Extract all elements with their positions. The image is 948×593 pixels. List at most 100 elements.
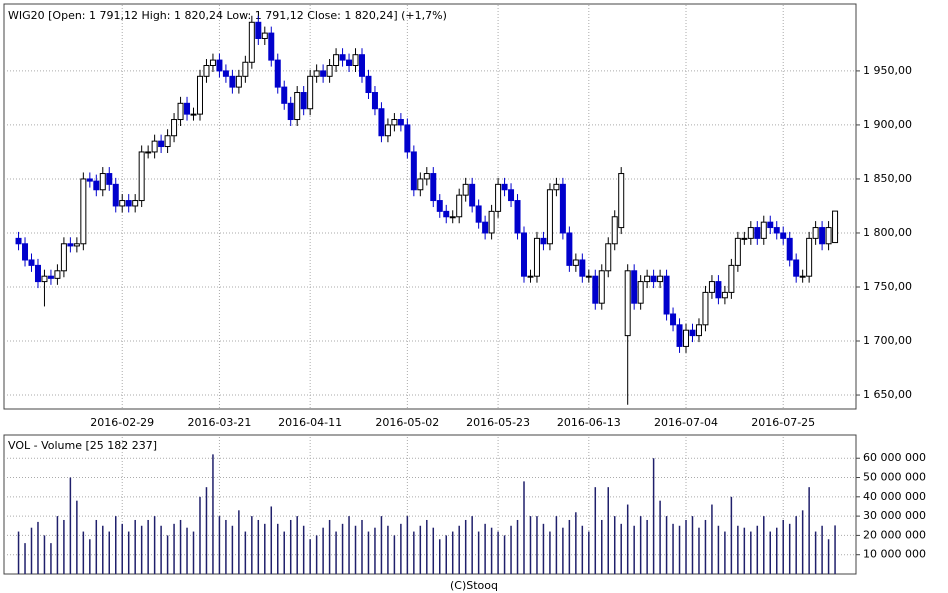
x-tick-label: 2016-02-29 (90, 416, 154, 429)
candle-body (670, 313, 677, 326)
candle-body (365, 75, 372, 94)
candle-body (825, 227, 832, 245)
candle-body (553, 183, 560, 191)
candle-body (721, 291, 728, 299)
candle-body (171, 119, 178, 137)
candle-body (689, 329, 696, 337)
candle-body (28, 259, 35, 266)
candle-body (333, 54, 340, 67)
candle-body (222, 70, 229, 77)
candle-body (138, 151, 145, 202)
candle-body (73, 243, 80, 247)
candle-body (521, 232, 528, 277)
candle-body (780, 232, 787, 239)
candle-body (644, 275, 651, 283)
candle-body (248, 21, 255, 63)
candle-body (164, 135, 171, 148)
candle-body (242, 61, 249, 77)
y-tick-label: 10 000 000 (863, 548, 926, 561)
candle-body (533, 237, 540, 277)
candle-body (832, 210, 839, 244)
candle-body (339, 54, 346, 61)
candle-body (508, 189, 515, 202)
candle-body (15, 237, 22, 245)
candle-body (132, 200, 139, 207)
candle-body (326, 65, 333, 77)
candle-body (423, 173, 430, 180)
candle-body (695, 324, 702, 337)
x-tick-label: 2016-07-04 (654, 416, 718, 429)
candle-body (747, 227, 754, 239)
candle-body (320, 70, 327, 77)
candle-body (384, 124, 391, 137)
candle-body (456, 194, 463, 218)
candle-body (715, 281, 722, 299)
candle-body (760, 221, 767, 239)
x-tick-label: 2016-05-02 (375, 416, 439, 429)
x-tick-label: 2016-05-23 (466, 416, 530, 429)
candle-body (54, 270, 61, 279)
candle-body (572, 259, 579, 266)
candle-body (417, 178, 424, 191)
candle-body (566, 232, 573, 266)
candle-body (209, 59, 216, 67)
candle-body (307, 75, 314, 110)
candle-body (819, 227, 826, 245)
candle-body (488, 210, 495, 234)
y-tick-label: 1 700,00 (863, 334, 912, 347)
candle-body (190, 113, 197, 116)
candle-body (404, 124, 411, 153)
candle-body (371, 92, 378, 110)
candle-body (540, 237, 547, 245)
candle-body (86, 178, 93, 182)
candle-body (773, 227, 780, 234)
chart-title: VOL - Volume [25 182 237] (8, 439, 157, 452)
candle-body (546, 189, 553, 245)
candle-body (47, 275, 54, 279)
candle-body (495, 183, 502, 212)
candle-body (734, 237, 741, 266)
candle-body (683, 329, 690, 347)
candle-body (391, 119, 398, 126)
candle-body (585, 275, 592, 278)
candle-body (158, 140, 165, 148)
candle-body (112, 183, 119, 207)
volume-panel (3, 434, 857, 575)
candle-body (119, 200, 126, 207)
candle-body (67, 243, 74, 247)
candle-body (605, 243, 612, 272)
candle-body (287, 102, 294, 121)
candle-body (650, 275, 657, 283)
candle-body (436, 200, 443, 212)
candle-body (106, 173, 113, 185)
candle-body (702, 291, 709, 326)
candle-body (482, 221, 489, 234)
candle-body (294, 92, 301, 121)
candle-body (60, 243, 67, 272)
candle-body (741, 237, 748, 240)
y-tick-label: 1 850,00 (863, 172, 912, 185)
candle-body (793, 259, 800, 277)
candle-body (300, 92, 307, 110)
candle-body (125, 200, 132, 207)
candle-body (184, 102, 191, 115)
candle-body (352, 54, 359, 67)
candle-body (663, 275, 670, 315)
x-tick-label: 2016-06-13 (557, 416, 621, 429)
candle-body (514, 200, 521, 234)
y-tick-label: 20 000 000 (863, 528, 926, 541)
candle-body (34, 264, 41, 283)
candle-body (469, 183, 476, 207)
candle-body (397, 119, 404, 126)
candle-body (637, 281, 644, 304)
chart-title: WIG20 [Open: 1 791,12 High: 1 820,24 Low… (8, 9, 447, 22)
candle-body (235, 75, 242, 88)
candle-body (268, 32, 275, 61)
candle-body (378, 108, 385, 137)
y-tick-label: 1 750,00 (863, 280, 912, 293)
y-tick-label: 1 800,00 (863, 226, 912, 239)
candle-body (501, 183, 508, 191)
candle-body (216, 59, 223, 72)
candle-body (611, 216, 618, 245)
